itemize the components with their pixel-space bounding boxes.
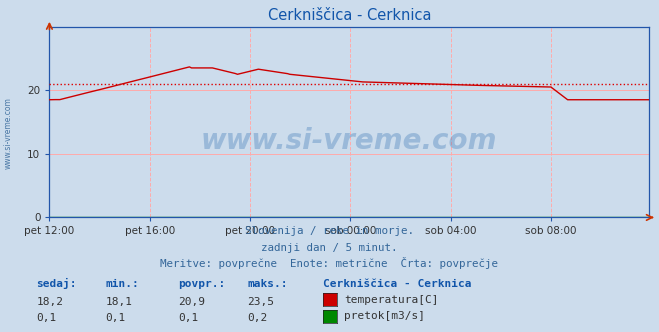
- Text: temperatura[C]: temperatura[C]: [344, 295, 438, 305]
- Text: povpr.:: povpr.:: [178, 279, 225, 289]
- Text: 18,2: 18,2: [36, 297, 63, 307]
- Text: pretok[m3/s]: pretok[m3/s]: [344, 311, 425, 321]
- Text: zadnji dan / 5 minut.: zadnji dan / 5 minut.: [261, 243, 398, 253]
- Text: Slovenija / reke in morje.: Slovenija / reke in morje.: [245, 226, 414, 236]
- Text: Meritve: povprečne  Enote: metrične  Črta: povprečje: Meritve: povprečne Enote: metrične Črta:…: [161, 257, 498, 269]
- Text: 0,1: 0,1: [178, 313, 198, 323]
- Text: 23,5: 23,5: [247, 297, 274, 307]
- Text: www.si-vreme.com: www.si-vreme.com: [3, 97, 13, 169]
- Text: sedaj:: sedaj:: [36, 278, 76, 289]
- Text: Cerkniščica - Cerknica: Cerkniščica - Cerknica: [323, 279, 471, 289]
- Text: maks.:: maks.:: [247, 279, 287, 289]
- Text: 18,1: 18,1: [105, 297, 132, 307]
- Text: 0,1: 0,1: [105, 313, 126, 323]
- Text: www.si-vreme.com: www.si-vreme.com: [201, 127, 498, 155]
- Title: Cerkniščica - Cerknica: Cerkniščica - Cerknica: [268, 8, 431, 23]
- Text: 0,1: 0,1: [36, 313, 57, 323]
- Text: 0,2: 0,2: [247, 313, 268, 323]
- Text: 20,9: 20,9: [178, 297, 205, 307]
- Text: min.:: min.:: [105, 279, 139, 289]
